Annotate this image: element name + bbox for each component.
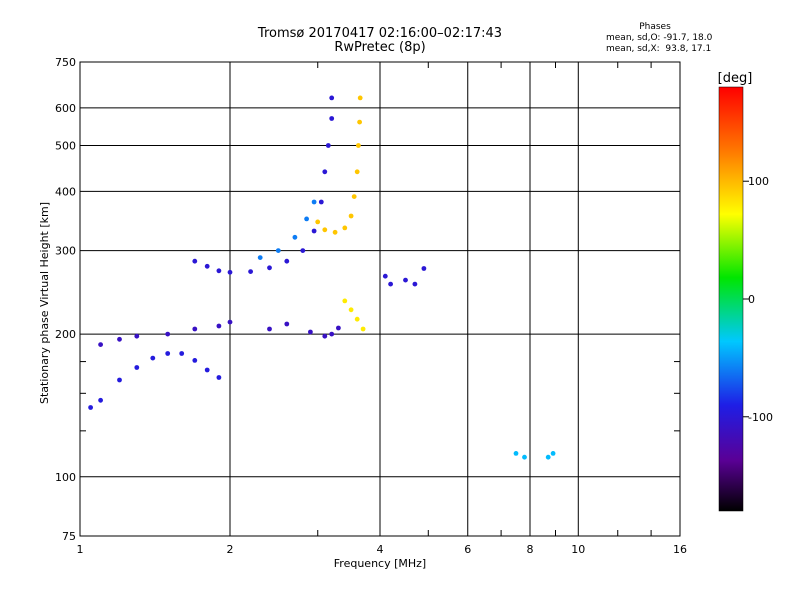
echo-point: [354, 169, 360, 175]
colorbar-tick-label: 100: [748, 175, 769, 188]
echo-point: [227, 269, 233, 275]
echo-point: [275, 248, 281, 254]
echo-point: [284, 258, 290, 264]
echo-point: [382, 273, 388, 279]
echo-point: [192, 326, 198, 332]
echo-point: [216, 323, 222, 329]
y-tick-label: 500: [55, 139, 76, 152]
echo-point: [204, 263, 210, 269]
phase-stats-o-mode: mean, sd,O: -91.7, 18.0: [606, 33, 713, 43]
echo-point: [257, 255, 263, 260]
echo-point: [351, 194, 357, 200]
echo-point: [192, 258, 198, 264]
y-axis-ticks: 75 100 200 300 400 500 600 750: [55, 56, 680, 543]
x-tick-label: 16: [673, 543, 687, 556]
phase-stats-x-mode: mean, sd,X: 93.8, 17.1: [606, 44, 712, 54]
echo-point: [292, 234, 298, 240]
echo-point: [388, 281, 393, 287]
y-tick-label: 100: [55, 471, 76, 484]
echo-point: [150, 355, 156, 361]
chart-title: Tromsø 20170417 02:16:00–02:17:43: [257, 26, 503, 41]
echo-point: [304, 216, 309, 222]
x-tick-label: 8: [527, 543, 534, 556]
echo-point: [134, 333, 140, 339]
x-tick-label: 10: [571, 543, 585, 556]
echo-point: [117, 336, 122, 342]
echo-point: [216, 268, 222, 274]
echo-point: [204, 367, 210, 373]
y-axis-label: Stationary phase Virtual Height [km]: [38, 202, 51, 404]
echo-point: [179, 351, 185, 356]
echo-point: [322, 333, 328, 339]
echo-point: [360, 326, 366, 332]
echo-point: [421, 266, 427, 271]
echo-point: [311, 228, 317, 234]
y-tick-label: 750: [55, 56, 76, 69]
echo-point: [522, 454, 527, 460]
echo-point: [545, 454, 551, 460]
echo-point: [318, 199, 324, 205]
echo-point: [329, 95, 335, 101]
echo-point: [98, 342, 103, 347]
echo-point: [329, 116, 335, 121]
x-tick-label: 2: [227, 543, 234, 556]
echo-point: [348, 307, 354, 313]
colorbar: [718, 86, 744, 512]
echo-point: [117, 377, 122, 383]
echo-point: [248, 269, 254, 274]
echo-point: [98, 397, 103, 403]
echo-point: [267, 265, 272, 271]
echo-point: [550, 451, 556, 456]
echo-point: [315, 219, 321, 225]
echo-point: [336, 325, 341, 331]
echo-point: [513, 451, 519, 456]
echo-point: [267, 326, 272, 332]
y-tick-label: 300: [55, 245, 76, 258]
echo-point: [165, 351, 171, 356]
echo-point: [88, 405, 93, 410]
echo-point: [165, 331, 171, 337]
echo-point: [322, 227, 328, 233]
y-tick-label: 400: [55, 185, 76, 198]
echo-point: [216, 375, 222, 380]
colorbar-ticks: 100 0 -100: [743, 175, 773, 424]
y-tick-label: 200: [55, 328, 76, 341]
y-tick-label: 600: [55, 102, 76, 115]
echo-point: [354, 316, 360, 322]
echo-point: [357, 95, 363, 101]
echo-point: [403, 277, 408, 283]
x-tick-label: 1: [77, 543, 84, 556]
echo-point: [134, 365, 140, 370]
echo-point: [311, 199, 317, 205]
echo-point: [348, 213, 354, 219]
echo-point: [192, 358, 198, 363]
grid-lines: [80, 62, 680, 536]
echo-point: [332, 229, 338, 235]
echo-points: [88, 95, 556, 460]
echo-point: [342, 225, 348, 231]
echo-point: [284, 321, 290, 327]
chart-subtitle: RwPretec (8p): [334, 40, 426, 55]
echo-point: [412, 281, 418, 287]
echo-point: [325, 143, 331, 148]
x-tick-label: 6: [464, 543, 471, 556]
colorbar-label: [deg]: [718, 71, 753, 86]
echo-point: [357, 119, 362, 125]
plot-frame: [79, 61, 681, 537]
colorbar-tick-label: 0: [748, 293, 755, 306]
echo-point: [227, 319, 233, 325]
echo-point: [356, 143, 361, 148]
echo-point: [300, 248, 306, 254]
echo-point: [308, 329, 313, 335]
x-tick-label: 4: [377, 543, 384, 556]
colorbar-tick-label: -100: [748, 411, 773, 424]
phase-stats-heading: Phases: [639, 22, 671, 32]
x-axis-label: Frequency [MHz]: [334, 557, 426, 570]
echo-point: [322, 169, 328, 175]
echo-point: [342, 298, 348, 304]
x-axis-ticks: 1 2 4 6 8 10 16: [77, 62, 687, 556]
echo-point: [329, 331, 335, 337]
y-tick-label: 75: [62, 530, 76, 543]
